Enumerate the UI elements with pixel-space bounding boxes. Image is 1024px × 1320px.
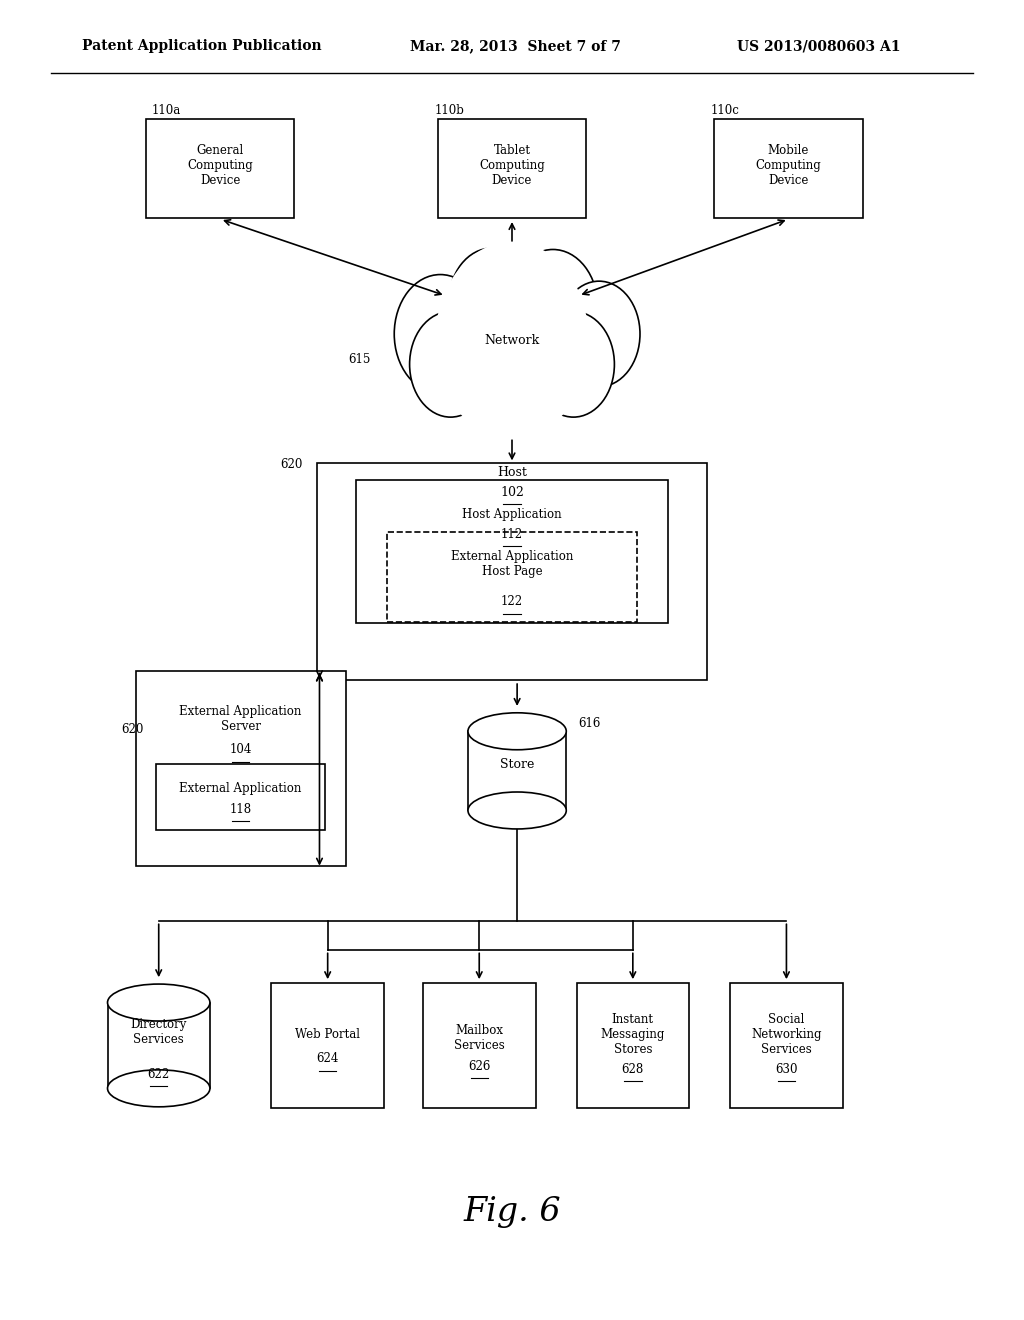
Text: Store: Store <box>500 758 535 771</box>
FancyBboxPatch shape <box>730 982 843 1109</box>
FancyBboxPatch shape <box>146 120 295 218</box>
FancyBboxPatch shape <box>108 1003 210 1088</box>
Text: Host: Host <box>497 466 527 479</box>
Text: 112: 112 <box>501 528 523 541</box>
FancyBboxPatch shape <box>438 120 586 218</box>
Circle shape <box>435 242 589 440</box>
FancyBboxPatch shape <box>356 480 669 623</box>
Text: 615: 615 <box>348 352 371 366</box>
Text: Network: Network <box>484 334 540 347</box>
Ellipse shape <box>468 713 566 750</box>
Text: Patent Application Publication: Patent Application Publication <box>82 40 322 53</box>
Text: 110c: 110c <box>711 104 739 117</box>
FancyBboxPatch shape <box>577 982 689 1109</box>
FancyBboxPatch shape <box>387 532 637 622</box>
Text: Mar. 28, 2013  Sheet 7 of 7: Mar. 28, 2013 Sheet 7 of 7 <box>410 40 621 53</box>
Circle shape <box>449 248 535 359</box>
Text: 620: 620 <box>281 458 303 471</box>
Text: 110b: 110b <box>434 104 464 117</box>
Text: Web Portal: Web Portal <box>295 1028 360 1041</box>
Text: Mailbox
Services: Mailbox Services <box>454 1023 505 1052</box>
Text: Fig. 6: Fig. 6 <box>463 1196 561 1228</box>
Text: External Application
Server: External Application Server <box>179 705 302 734</box>
FancyBboxPatch shape <box>423 982 536 1109</box>
Text: 104: 104 <box>229 743 252 756</box>
Circle shape <box>508 249 598 366</box>
Text: External Application
Host Page: External Application Host Page <box>451 549 573 578</box>
Circle shape <box>532 312 614 417</box>
Text: 110a: 110a <box>152 104 181 117</box>
Text: 622: 622 <box>147 1068 170 1081</box>
Text: 102: 102 <box>500 486 524 499</box>
Text: 628: 628 <box>622 1063 644 1076</box>
Text: US 2013/0080603 A1: US 2013/0080603 A1 <box>737 40 901 53</box>
Ellipse shape <box>108 1069 210 1106</box>
FancyBboxPatch shape <box>715 120 862 218</box>
Text: 630: 630 <box>775 1063 798 1076</box>
Text: General
Computing
Device: General Computing Device <box>187 144 253 186</box>
Text: Social
Networking
Services: Social Networking Services <box>752 1014 821 1056</box>
FancyBboxPatch shape <box>468 731 566 810</box>
Text: External Application: External Application <box>179 781 302 795</box>
Text: 624: 624 <box>316 1052 339 1065</box>
FancyBboxPatch shape <box>317 463 707 681</box>
Text: Directory
Services: Directory Services <box>130 1018 187 1047</box>
FancyBboxPatch shape <box>271 982 384 1109</box>
Text: Host Application: Host Application <box>462 508 562 521</box>
Text: 118: 118 <box>229 803 252 816</box>
Circle shape <box>394 275 486 393</box>
Text: Mobile
Computing
Device: Mobile Computing Device <box>756 144 821 186</box>
FancyBboxPatch shape <box>156 764 326 830</box>
Ellipse shape <box>468 792 566 829</box>
Ellipse shape <box>108 985 210 1022</box>
Text: 122: 122 <box>501 595 523 609</box>
Circle shape <box>558 281 640 387</box>
FancyBboxPatch shape <box>135 671 346 866</box>
Text: Tablet
Computing
Device: Tablet Computing Device <box>479 144 545 186</box>
Circle shape <box>410 312 492 417</box>
Circle shape <box>459 314 545 425</box>
Text: 616: 616 <box>579 717 601 730</box>
Text: Instant
Messaging
Stores: Instant Messaging Stores <box>601 1014 665 1056</box>
Text: 626: 626 <box>468 1060 490 1073</box>
Text: 620: 620 <box>121 723 143 737</box>
